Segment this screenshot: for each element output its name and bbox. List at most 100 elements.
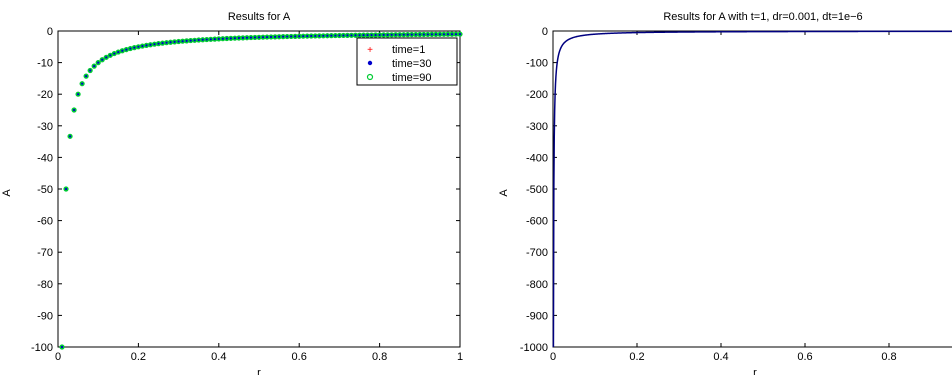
legend-left: + time=1 time=30 time=90 <box>356 37 458 86</box>
x-tick-label: 0.2 <box>629 351 644 363</box>
y-tick-label: -40 <box>37 152 53 164</box>
data-point <box>374 33 377 37</box>
x-axis-label-left: r <box>257 367 261 375</box>
data-point <box>398 33 401 36</box>
data-point <box>454 33 458 36</box>
data-point <box>298 35 301 38</box>
data-point <box>302 35 305 38</box>
data-point <box>229 37 232 40</box>
legend-marker-circle-icon <box>366 73 374 81</box>
legend-marker-dot-icon <box>367 60 373 66</box>
data-point <box>169 41 172 44</box>
y-tick-label: -400 <box>526 152 548 164</box>
y-axis-label-right: A <box>498 189 510 197</box>
data-point <box>197 38 200 42</box>
data-point <box>193 39 196 42</box>
data-point <box>133 46 136 49</box>
data-point <box>350 34 353 37</box>
data-point <box>322 34 325 37</box>
data-point <box>101 58 104 61</box>
data-point <box>125 48 128 51</box>
data-point <box>153 43 156 46</box>
data-point <box>64 187 68 191</box>
data-point <box>338 34 341 37</box>
data-point <box>286 35 289 38</box>
data-point <box>225 37 228 40</box>
data-point <box>314 34 317 38</box>
data-point <box>458 33 462 36</box>
x-tick-label: 0 <box>550 351 556 363</box>
x-axis-label-right: r <box>753 367 757 375</box>
data-point <box>77 93 80 96</box>
legend-label: time=90 <box>392 72 431 84</box>
data-point <box>273 35 277 38</box>
data-point <box>334 34 337 37</box>
data-point <box>438 33 441 36</box>
legend-label: time=1 <box>392 44 425 56</box>
data-point <box>434 33 437 36</box>
data-point <box>326 34 329 37</box>
chart-title-left: Results for A <box>228 11 291 23</box>
x-tick-label: 0.6 <box>292 351 307 363</box>
data-point <box>358 34 361 37</box>
data-point <box>446 33 450 36</box>
data-point <box>382 33 385 37</box>
data-point <box>370 33 373 37</box>
data-point <box>161 42 164 45</box>
legend-box <box>356 37 458 86</box>
y-tick-label: -100 <box>526 58 548 70</box>
y-tick-label: -30 <box>37 121 53 133</box>
x-tick-label: 1 <box>457 351 463 363</box>
data-point <box>177 40 180 43</box>
data-point <box>141 44 144 48</box>
data-point <box>109 54 112 57</box>
x-tick-label: 0.2 <box>131 351 146 363</box>
data-point <box>265 35 269 39</box>
y-tick-label: -500 <box>526 184 548 196</box>
chart-left: Results for A r A 0 0.2 0.4 0.6 0.8 1-100-90-… <box>1 11 463 379</box>
data-point <box>294 35 297 38</box>
data-point <box>117 50 120 54</box>
data-point <box>89 69 92 72</box>
y-tick-label: -80 <box>37 279 53 291</box>
data-point <box>330 34 333 37</box>
data-point <box>261 36 265 39</box>
plot-area-right <box>552 30 952 348</box>
legend-entry-time-90: time=90 <box>366 72 431 84</box>
x-tick-label: 0.4 <box>713 351 728 363</box>
legend-entry-time-1: + time=1 <box>367 44 425 56</box>
data-points-left <box>59 31 463 350</box>
legend-label: time=30 <box>392 58 431 70</box>
x-tick-label: 0 <box>55 351 61 363</box>
data-point <box>282 35 285 38</box>
y-tick-label: -100 <box>31 342 53 354</box>
axis-ticks-right: 0 0.2 0.4 0.6 0.8-1000-900-800-700-600-500-4… <box>520 26 897 363</box>
data-point <box>113 52 116 55</box>
data-point <box>442 33 446 36</box>
data-point <box>402 33 405 36</box>
y-tick-label: -1000 <box>520 342 548 354</box>
y-tick-label: -800 <box>526 279 548 291</box>
legend-entry-time-30: time=30 <box>367 58 431 70</box>
y-tick-label: 0 <box>47 26 53 38</box>
data-point <box>310 34 313 38</box>
data-point <box>97 61 100 64</box>
data-point <box>450 33 454 36</box>
data-point <box>60 345 64 349</box>
y-tick-label: -600 <box>526 216 548 228</box>
data-point <box>173 40 176 43</box>
data-point <box>390 33 393 36</box>
chart-title-right: Results for A with t=1, dr=0.001, dt=1e−… <box>663 11 862 23</box>
data-point <box>366 34 369 37</box>
data-point <box>165 41 168 44</box>
data-point <box>181 40 184 43</box>
data-point <box>189 39 192 42</box>
data-point <box>290 35 293 38</box>
data-point <box>362 34 365 37</box>
y-axis-label-left: A <box>1 189 13 197</box>
y-tick-label: -900 <box>526 310 548 322</box>
data-point <box>378 33 381 37</box>
data-point <box>257 36 261 39</box>
data-point <box>157 42 160 45</box>
